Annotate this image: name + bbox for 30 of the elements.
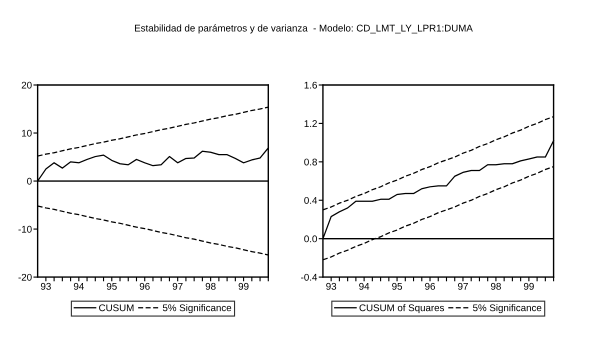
x-tick-label: 97: [172, 282, 183, 290]
y-tick-label: 1.6: [304, 82, 317, 89]
y-tick-label: -20: [18, 274, 32, 281]
legend-label: CUSUM: [99, 304, 134, 312]
y-tick-label: 1.2: [304, 120, 317, 127]
y-tick-label: -0.4: [301, 274, 318, 281]
text: Estabilidad de parámetros y de varianza - Modelo: CD_LMT_LY_LPR1:DUMA: [134, 24, 473, 34]
legend-label: CUSUM of Squares: [360, 304, 444, 314]
y-tick-label: 0: [27, 178, 32, 185]
y-tick-label: -10: [18, 226, 32, 233]
x-tick-label: 96: [140, 282, 150, 290]
y-tick-label: 0.4: [304, 196, 318, 204]
y-tick-label: 20: [22, 82, 32, 89]
x-tick-label: 99: [238, 282, 249, 290]
y-tick-label: 10: [22, 130, 32, 137]
x-tick-label: 95: [392, 282, 402, 290]
legend-label: 5% Significance: [162, 304, 232, 314]
x-tick-label: 97: [458, 282, 468, 290]
y-tick-label: 0.0: [304, 235, 317, 242]
x-tick-label: 93: [326, 282, 336, 290]
x-tick-label: 95: [106, 282, 117, 290]
x-tick-label: 94: [359, 282, 370, 290]
legend-label: 5% Significance: [472, 304, 542, 314]
x-tick-label: 98: [490, 282, 501, 290]
x-tick-label: 94: [74, 282, 84, 290]
x-tick-label: 99: [524, 282, 534, 290]
x-tick-label: 96: [425, 282, 435, 290]
x-tick-label: 98: [206, 282, 216, 290]
y-tick-label: 0.8: [304, 158, 317, 166]
x-tick-label: 93: [40, 282, 51, 290]
